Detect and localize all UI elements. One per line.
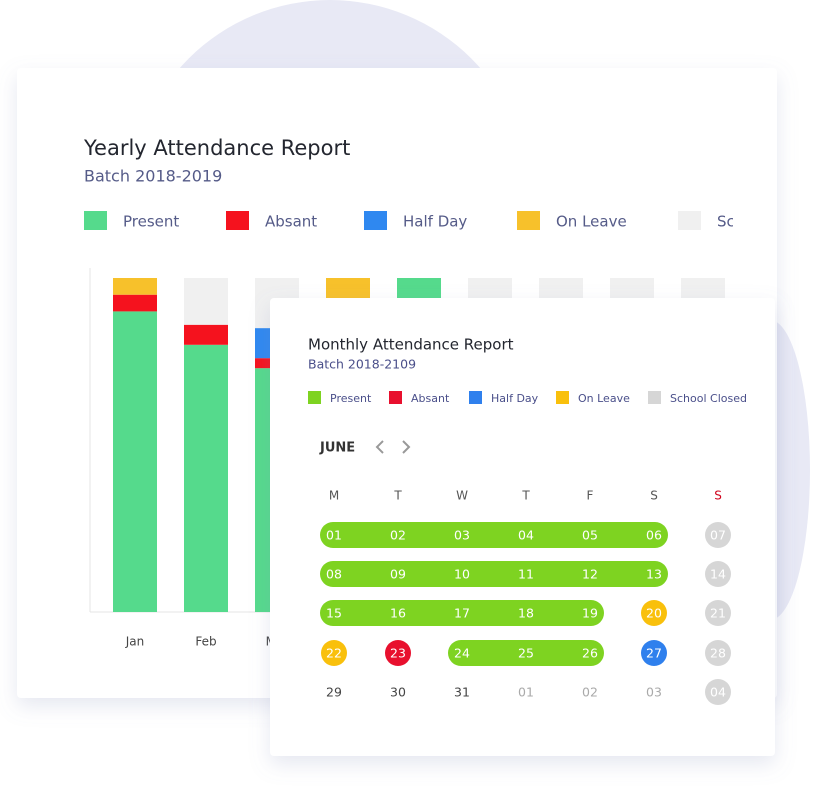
legend-swatch bbox=[556, 391, 569, 404]
bar-segment bbox=[184, 344, 228, 612]
day-marker bbox=[641, 600, 667, 626]
day: 02 bbox=[582, 685, 598, 700]
legend-label: Half Day bbox=[403, 213, 467, 231]
weekday: S bbox=[650, 489, 658, 503]
day: 11 bbox=[518, 567, 534, 582]
day: 01 bbox=[326, 528, 342, 543]
day: 01 bbox=[518, 685, 534, 700]
day: 25 bbox=[518, 646, 534, 661]
day: 17 bbox=[454, 606, 470, 621]
present-range bbox=[320, 600, 604, 626]
subtitle: Batch 2018-2109 bbox=[308, 357, 416, 372]
weekday: W bbox=[456, 489, 468, 503]
title: Yearly Attendance Report bbox=[83, 136, 350, 160]
prev-button[interactable] bbox=[375, 440, 384, 454]
day: 16 bbox=[390, 606, 406, 621]
legend-swatch bbox=[469, 391, 482, 404]
weekday: T bbox=[393, 489, 402, 503]
next-button[interactable] bbox=[402, 440, 411, 454]
bar-segment bbox=[184, 324, 228, 345]
day-marker bbox=[705, 561, 731, 587]
calendar: M T W T F S S 01 02 03 04 05 06 07 08 09 10 11 12 13 14 15 16 1… bbox=[320, 489, 731, 705]
day: 24 bbox=[454, 646, 470, 661]
legend-label: Absant bbox=[265, 213, 317, 231]
legend-label: School Closed bbox=[670, 392, 747, 405]
day-marker bbox=[321, 640, 347, 666]
day-marker bbox=[641, 640, 667, 666]
legend-swatch bbox=[389, 391, 402, 404]
x-tick-label: Feb bbox=[195, 635, 216, 649]
legend-label: Present bbox=[123, 213, 179, 231]
legend-swatch bbox=[308, 391, 321, 404]
weekday: M bbox=[329, 489, 339, 503]
present-range bbox=[448, 640, 604, 666]
day: 04 bbox=[710, 685, 726, 700]
day: 07 bbox=[710, 528, 726, 543]
day: 22 bbox=[326, 646, 342, 661]
day: 19 bbox=[582, 606, 598, 621]
legend-label: Present bbox=[330, 392, 372, 405]
weekday: F bbox=[587, 489, 594, 503]
legend-label: Half Day bbox=[491, 392, 539, 405]
monthly-card: Monthly Attendance Report Batch 2018-210… bbox=[270, 298, 775, 756]
day: 23 bbox=[390, 646, 406, 661]
month: JUNE bbox=[319, 441, 355, 456]
day: 02 bbox=[390, 528, 406, 543]
legend-label: On Leave bbox=[556, 213, 627, 231]
day: 28 bbox=[710, 646, 726, 661]
day-marker bbox=[385, 640, 411, 666]
day: 30 bbox=[390, 685, 406, 700]
weekday: S bbox=[714, 489, 722, 503]
day: 27 bbox=[646, 646, 662, 661]
day: 20 bbox=[646, 606, 662, 621]
legend: Present Absant Half Day On Leave School Clos… bbox=[84, 211, 815, 231]
legend-label: Absant bbox=[411, 392, 450, 405]
legend-swatch bbox=[84, 211, 107, 230]
legend-swatch bbox=[226, 211, 249, 230]
day: 06 bbox=[646, 528, 662, 543]
bar-segment bbox=[113, 311, 157, 612]
legend-swatch bbox=[678, 211, 701, 230]
day: 03 bbox=[646, 685, 662, 700]
legend-label: On Leave bbox=[578, 392, 630, 405]
day: 13 bbox=[646, 567, 662, 582]
day: 08 bbox=[326, 567, 342, 582]
day: 03 bbox=[454, 528, 470, 543]
day: 29 bbox=[326, 685, 342, 700]
legend-swatch bbox=[648, 391, 661, 404]
day: 14 bbox=[710, 567, 726, 582]
day: 15 bbox=[326, 606, 342, 621]
day: 18 bbox=[518, 606, 534, 621]
weekday: T bbox=[521, 489, 530, 503]
day: 09 bbox=[390, 567, 406, 582]
bar-segment bbox=[113, 278, 157, 295]
present-range bbox=[320, 561, 668, 587]
subtitle: Batch 2018-2019 bbox=[84, 167, 222, 186]
day: 05 bbox=[582, 528, 598, 543]
day: 26 bbox=[582, 646, 598, 661]
day-marker bbox=[705, 600, 731, 626]
legend-swatch bbox=[364, 211, 387, 230]
bar-segment bbox=[113, 294, 157, 312]
legend-swatch bbox=[517, 211, 540, 230]
title: Monthly Attendance Report bbox=[308, 336, 514, 354]
day: 31 bbox=[454, 685, 470, 700]
bar-segment bbox=[184, 278, 228, 325]
day-marker bbox=[705, 640, 731, 666]
day: 12 bbox=[582, 567, 598, 582]
day: 04 bbox=[518, 528, 534, 543]
day: 10 bbox=[454, 567, 470, 582]
day: 21 bbox=[710, 606, 726, 621]
legend-label: School Closed bbox=[717, 213, 815, 231]
present-range bbox=[320, 522, 668, 548]
x-tick-label: Jan bbox=[125, 635, 145, 649]
day-marker bbox=[705, 522, 731, 548]
day-marker bbox=[705, 679, 731, 705]
